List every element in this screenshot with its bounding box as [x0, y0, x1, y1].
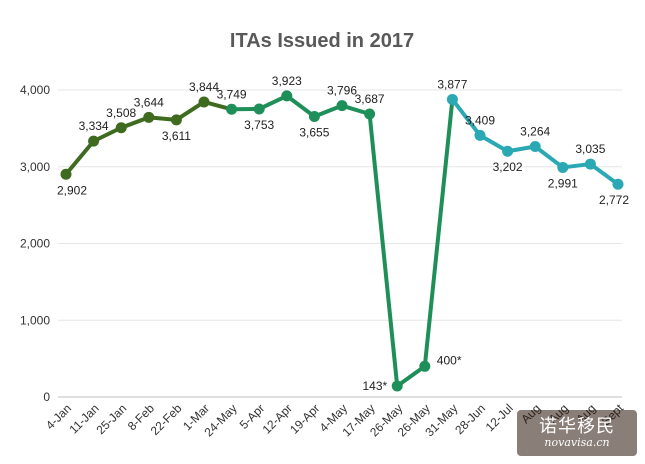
- data-point: [253, 103, 265, 115]
- chart-title: ITAs Issued in 2017: [230, 30, 414, 52]
- y-tick-label: 1,000: [20, 313, 50, 327]
- data-point: [308, 110, 320, 122]
- data-point: [88, 135, 100, 147]
- x-tick-label: 22-Feb: [148, 401, 185, 438]
- data-point: [143, 111, 155, 123]
- data-label: 3,508: [106, 106, 136, 120]
- data-point: [419, 360, 431, 372]
- data-point: [198, 96, 210, 108]
- data-label: 3,877: [437, 77, 467, 91]
- x-tick-label: 12-Apr: [260, 401, 295, 436]
- data-point: [336, 100, 348, 112]
- line-segment: [588, 162, 620, 187]
- data-point: [502, 145, 514, 157]
- line-segment: [533, 144, 565, 170]
- data-label: 3,753: [244, 118, 274, 132]
- y-tick-label: 3,000: [20, 160, 50, 174]
- data-label: 3,687: [355, 92, 385, 106]
- data-point: [446, 93, 458, 105]
- data-label: 3,264: [520, 124, 550, 138]
- line-segment: [367, 112, 400, 389]
- x-tick-label: 19-Apr: [287, 401, 322, 436]
- data-label: 3,035: [575, 142, 605, 156]
- x-tick-label: 12-Jul: [483, 401, 516, 434]
- x-tick-label: 25-Jan: [93, 401, 129, 437]
- watermark-logo: 诺华移民 novavisa.cn: [517, 410, 637, 456]
- data-label: 3,334: [79, 119, 109, 133]
- data-label: 3,796: [327, 84, 357, 98]
- gridlines: [58, 89, 622, 398]
- series-points: [60, 90, 624, 392]
- line-segment: [64, 139, 96, 177]
- line-segment: [450, 97, 482, 138]
- data-point: [584, 158, 596, 170]
- data-point: [226, 103, 238, 115]
- line-segment: [395, 364, 427, 389]
- data-label: 3,202: [493, 160, 523, 174]
- y-tick-label: 2,000: [20, 237, 50, 251]
- y-tick-label: 0: [43, 390, 50, 404]
- data-point: [115, 122, 127, 134]
- data-label: 400*: [437, 353, 462, 367]
- data-point: [364, 108, 376, 120]
- series-line: [64, 93, 620, 389]
- data-label: 2,991: [548, 176, 578, 190]
- data-point: [170, 114, 182, 126]
- data-label: 3,611: [162, 129, 191, 143]
- y-axis-ticks: 0 1,000 2,000 3,000 4,000: [20, 83, 50, 404]
- data-label: 2,772: [599, 193, 629, 207]
- data-label: 3,844: [189, 80, 219, 94]
- data-point: [557, 161, 569, 173]
- data-label: 3,644: [134, 95, 164, 109]
- data-label: 143*: [362, 379, 387, 393]
- y-tick-label: 4,000: [20, 83, 50, 97]
- data-point: [474, 129, 486, 141]
- watermark-subtext: novavisa.cn: [544, 436, 610, 449]
- line-segment: [422, 97, 455, 369]
- data-point: [391, 380, 403, 392]
- data-point: [60, 168, 72, 180]
- data-label: 3,655: [299, 125, 329, 139]
- data-label: 3,749: [217, 87, 247, 101]
- data-point: [612, 178, 624, 190]
- data-label: 3,409: [465, 113, 495, 127]
- x-tick-label: 28-Jun: [452, 401, 488, 437]
- data-point: [281, 90, 293, 102]
- data-label: 3,923: [272, 74, 302, 88]
- line-segment: [284, 93, 317, 119]
- data-label: 2,902: [57, 183, 87, 197]
- data-point: [529, 140, 541, 152]
- watermark-text: 诺华移民: [539, 416, 615, 437]
